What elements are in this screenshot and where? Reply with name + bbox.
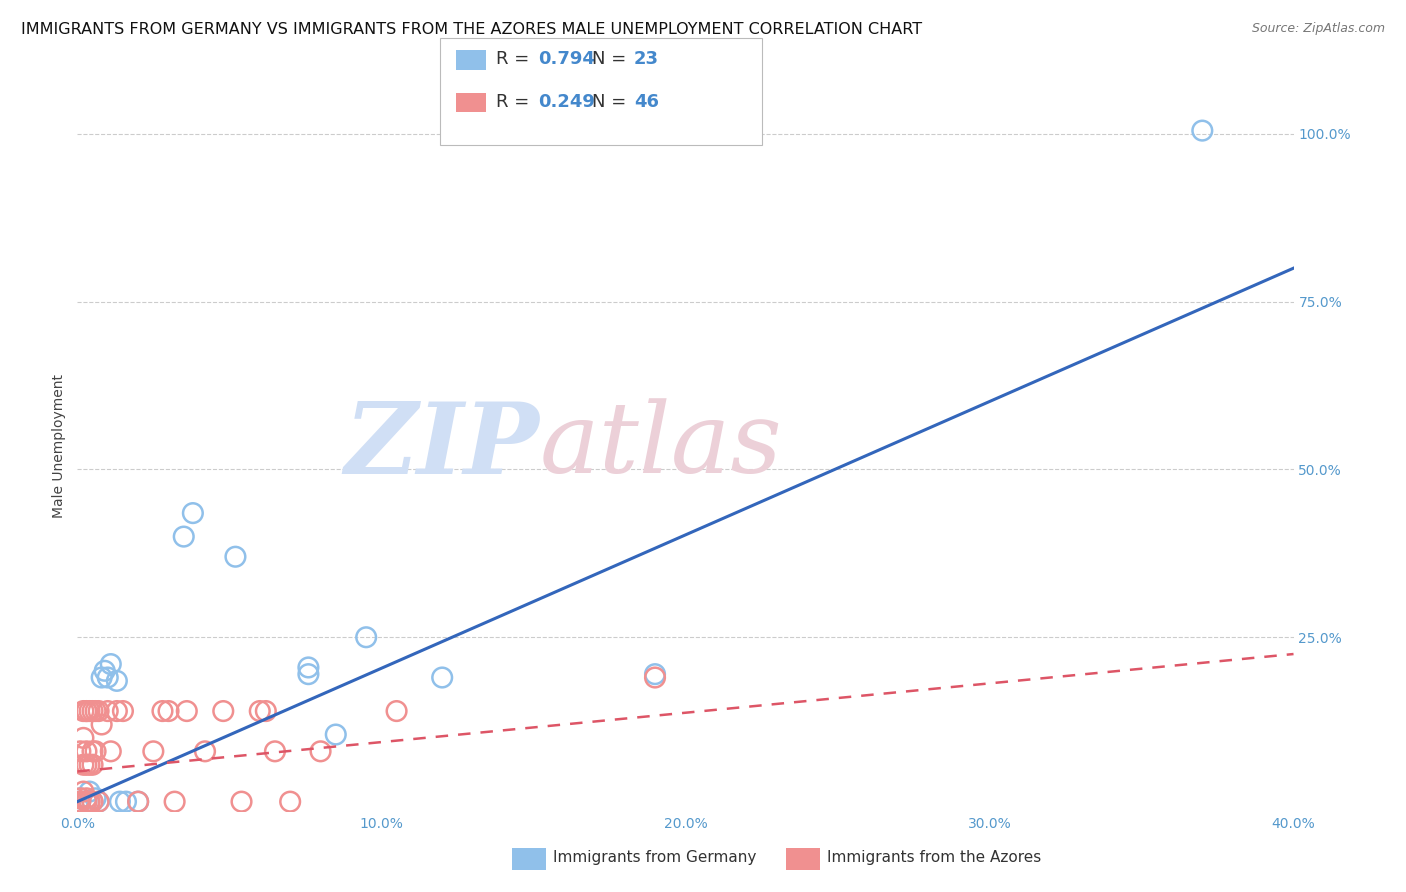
Point: [309, 744, 332, 758]
Point: [82, 757, 104, 772]
Point: [194, 744, 217, 758]
Point: [75, 757, 97, 772]
Point: [432, 671, 454, 685]
Point: [108, 795, 131, 809]
Text: R =: R =: [496, 93, 536, 111]
Point: [111, 704, 134, 718]
Point: [75, 795, 97, 809]
Point: [87, 704, 110, 718]
Point: [97, 704, 120, 718]
Point: [152, 704, 174, 718]
Text: 0.249: 0.249: [538, 93, 595, 111]
Point: [84, 704, 107, 718]
Text: Immigrants from Germany: Immigrants from Germany: [553, 850, 756, 864]
Point: [93, 664, 115, 678]
Text: IMMIGRANTS FROM GERMANY VS IMMIGRANTS FROM THE AZORES MALE UNEMPLOYMENT CORRELAT: IMMIGRANTS FROM GERMANY VS IMMIGRANTS FR…: [21, 22, 922, 37]
Point: [69, 744, 91, 758]
Text: 0.794: 0.794: [538, 50, 595, 68]
Point: [224, 549, 246, 564]
Point: [75, 791, 97, 805]
Text: Source: ZipAtlas.com: Source: ZipAtlas.com: [1251, 22, 1385, 36]
Point: [127, 795, 149, 809]
Point: [278, 795, 301, 809]
Point: [181, 506, 204, 520]
Point: [325, 727, 347, 741]
Point: [297, 660, 319, 674]
Point: [644, 667, 666, 681]
Point: [79, 704, 101, 718]
Point: [163, 795, 186, 809]
Point: [82, 795, 104, 809]
Y-axis label: Male Unemployment: Male Unemployment: [52, 374, 66, 518]
Point: [72, 704, 94, 718]
Point: [157, 704, 180, 718]
Point: [75, 704, 97, 718]
Point: [105, 673, 128, 688]
Point: [1191, 123, 1213, 137]
Point: [69, 791, 91, 805]
Text: atlas: atlas: [540, 399, 782, 493]
Point: [173, 530, 195, 544]
Point: [72, 731, 94, 745]
Point: [354, 630, 377, 644]
Point: [82, 795, 104, 809]
Point: [79, 784, 101, 798]
Point: [100, 744, 122, 758]
Text: N =: N =: [592, 93, 631, 111]
Point: [72, 757, 94, 772]
Point: [87, 795, 110, 809]
Point: [84, 791, 107, 805]
Point: [385, 704, 408, 718]
Point: [254, 704, 277, 718]
Point: [127, 795, 149, 809]
Point: [79, 757, 101, 772]
Point: [142, 744, 165, 758]
Point: [176, 704, 198, 718]
Point: [75, 795, 97, 809]
Point: [297, 667, 319, 681]
Point: [231, 795, 253, 809]
Point: [72, 784, 94, 798]
Point: [644, 671, 666, 685]
Text: 46: 46: [634, 93, 659, 111]
Point: [82, 704, 104, 718]
Text: ZIP: ZIP: [344, 398, 540, 494]
Text: 23: 23: [634, 50, 659, 68]
Text: Immigrants from the Azores: Immigrants from the Azores: [827, 850, 1040, 864]
Point: [105, 704, 128, 718]
Point: [79, 795, 101, 809]
Point: [264, 744, 287, 758]
Point: [87, 795, 110, 809]
Point: [84, 744, 107, 758]
Point: [212, 704, 235, 718]
Point: [90, 671, 112, 685]
Point: [90, 717, 112, 731]
Text: N =: N =: [592, 50, 631, 68]
Point: [97, 671, 120, 685]
Point: [115, 795, 138, 809]
Point: [100, 657, 122, 671]
Point: [82, 744, 104, 758]
Point: [69, 791, 91, 805]
Point: [75, 704, 97, 718]
Point: [69, 795, 91, 809]
Point: [249, 704, 271, 718]
Point: [75, 744, 97, 758]
Text: R =: R =: [496, 50, 536, 68]
Point: [79, 795, 101, 809]
